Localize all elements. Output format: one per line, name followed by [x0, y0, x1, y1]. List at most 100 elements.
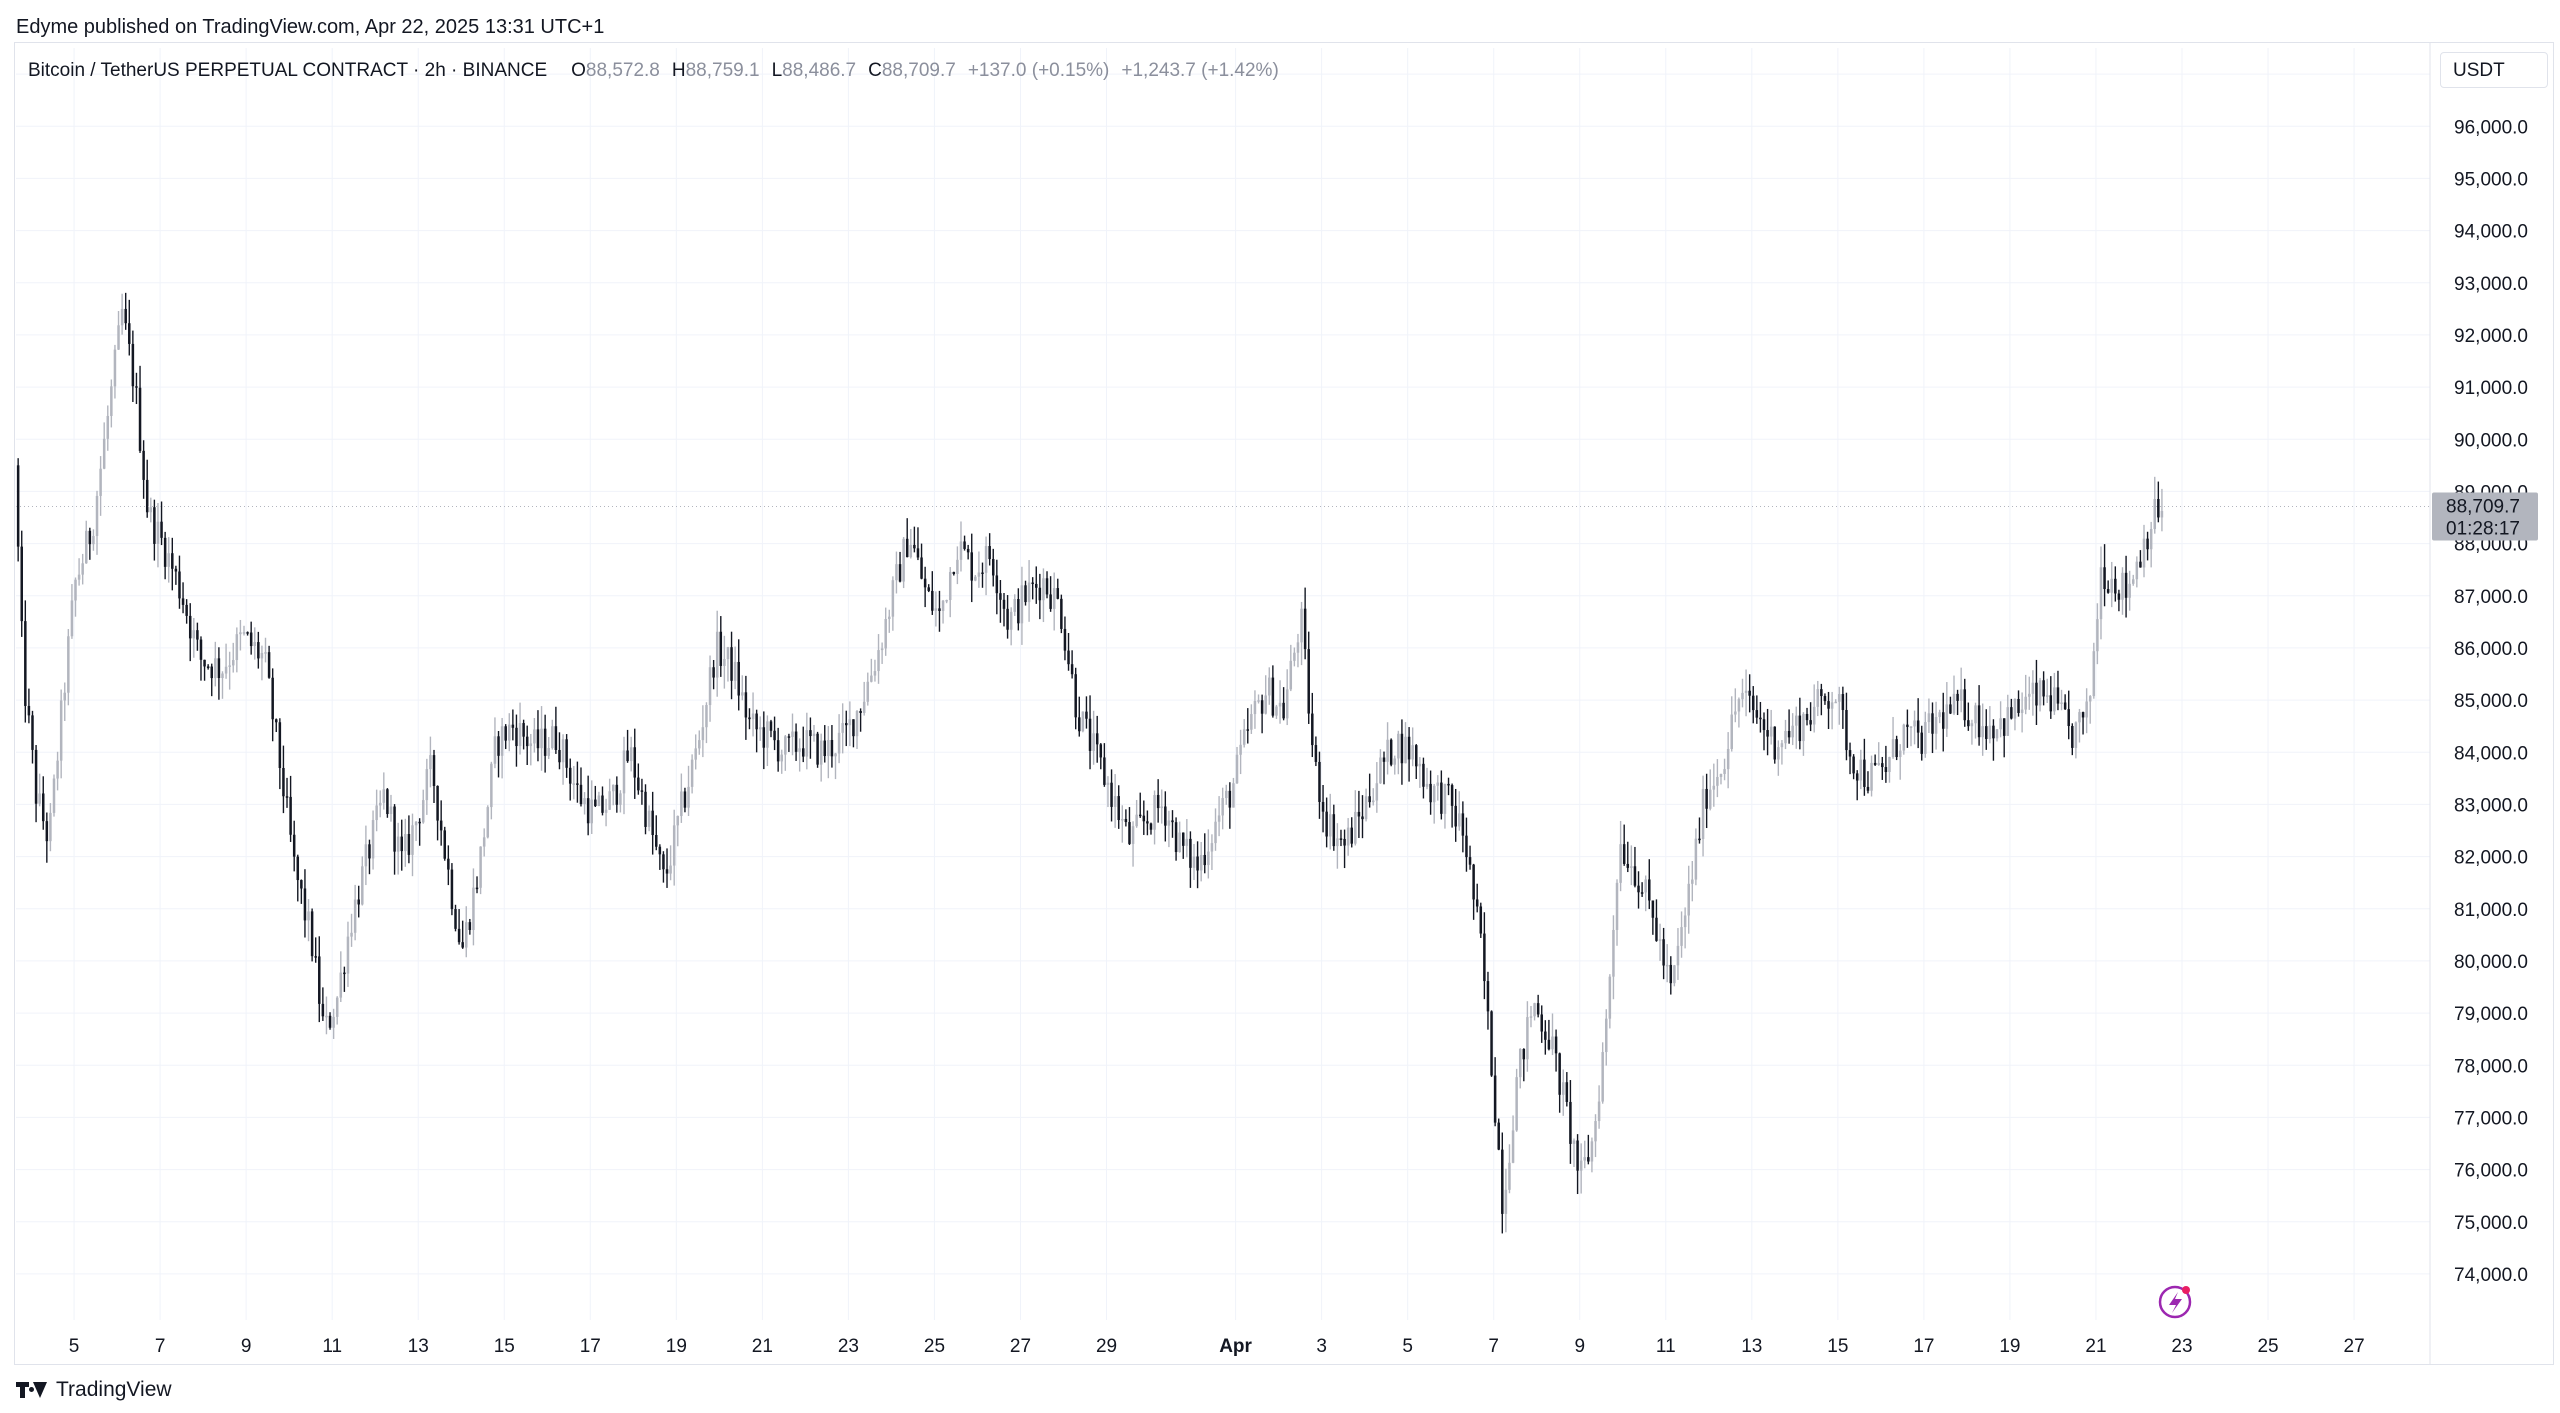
candle [85, 520, 88, 564]
candle-body [1977, 705, 1981, 738]
candle-body [74, 579, 77, 601]
candle [963, 535, 966, 551]
candle-body [1375, 783, 1379, 801]
candle-body [977, 572, 981, 577]
symbol-title[interactable]: Bitcoin / TetherUS PERPETUAL CONTRACT · … [28, 60, 548, 81]
candle-body [504, 726, 507, 741]
candle [1210, 834, 1214, 870]
candle-body [1440, 782, 1443, 814]
candle-body [2042, 680, 2045, 697]
candle [999, 580, 1002, 623]
candle-body [1712, 785, 1716, 790]
candle [1952, 675, 1956, 716]
candle [1321, 784, 1325, 833]
candle [683, 787, 687, 813]
lightning-event-icon[interactable] [2158, 1285, 2192, 1319]
candle-body [1999, 718, 2002, 730]
candle-body [862, 701, 866, 713]
x-tick-label: 5 [69, 1336, 80, 1357]
candle-body [386, 789, 389, 815]
candle-body [418, 821, 421, 824]
candle [264, 637, 267, 663]
x-tick-label: Apr [1219, 1336, 1252, 1357]
candle [959, 521, 963, 572]
candle [1278, 680, 1282, 724]
candle [1680, 911, 1683, 958]
candle [1784, 719, 1787, 750]
candle-body [1221, 798, 1224, 816]
candle-body [2010, 707, 2013, 719]
candle [1995, 729, 1999, 742]
candle-body [1285, 689, 1289, 719]
candle-body [2157, 499, 2160, 518]
candle-body [604, 809, 608, 813]
candle-body [1429, 783, 1432, 803]
candle-body [1551, 1036, 1554, 1050]
candle [2020, 692, 2024, 733]
candle-body [787, 736, 791, 738]
candle [2081, 711, 2085, 735]
candle [1199, 841, 1203, 882]
candle-body [694, 748, 697, 760]
candle [913, 526, 916, 553]
candle [1017, 588, 1020, 631]
candle [124, 292, 127, 330]
x-tick-label: 11 [1656, 1336, 1676, 1357]
candle [257, 631, 260, 669]
candle-body [931, 590, 934, 611]
candle [1436, 775, 1440, 801]
candle [995, 559, 999, 615]
candle-body [113, 349, 117, 387]
candle-body [1608, 976, 1612, 1019]
low-label: L [771, 60, 783, 81]
candle-body [1633, 866, 1637, 886]
candle-body [1156, 794, 1160, 809]
candle-body [1719, 774, 1723, 777]
footer-brand[interactable]: TradingView [16, 1378, 172, 1402]
candle-body [536, 729, 540, 749]
candle [1490, 1010, 1493, 1077]
candle [361, 856, 364, 906]
candle [1579, 1143, 1583, 1194]
candle [690, 754, 694, 794]
candle-body [264, 652, 267, 654]
candle [837, 714, 841, 764]
currency-selector[interactable]: USDT [2440, 52, 2548, 88]
candle [719, 616, 723, 677]
candle-body [891, 580, 895, 617]
candle [905, 518, 909, 558]
candle [1361, 795, 1364, 839]
candle-body [275, 719, 278, 723]
candle [769, 719, 773, 738]
candle [368, 839, 371, 875]
candle-body [758, 727, 762, 730]
candle-body [1074, 674, 1077, 718]
candle-body [128, 323, 131, 344]
candle [880, 642, 884, 664]
candle-body [1049, 594, 1052, 609]
candle-body [1773, 726, 1777, 760]
candle-body [439, 820, 443, 831]
candle [1497, 1118, 1500, 1151]
candle-body [959, 541, 963, 560]
candle-body [809, 730, 812, 737]
candle [56, 751, 59, 791]
candle-body [1662, 939, 1665, 966]
candle [131, 330, 135, 403]
candle [210, 663, 213, 697]
candle-body [188, 615, 192, 639]
candle-body [1311, 713, 1314, 746]
candle [1336, 823, 1339, 869]
candle-body [1622, 844, 1626, 864]
candle-body [1873, 762, 1877, 765]
candle-body [895, 564, 898, 581]
candle-body [1185, 838, 1189, 846]
candle [1719, 773, 1723, 785]
candle-body [393, 806, 396, 852]
candle-body [1364, 796, 1368, 820]
candle-body [1210, 843, 1214, 852]
candle [1483, 912, 1486, 1000]
candle [185, 599, 188, 624]
candle [292, 820, 296, 872]
